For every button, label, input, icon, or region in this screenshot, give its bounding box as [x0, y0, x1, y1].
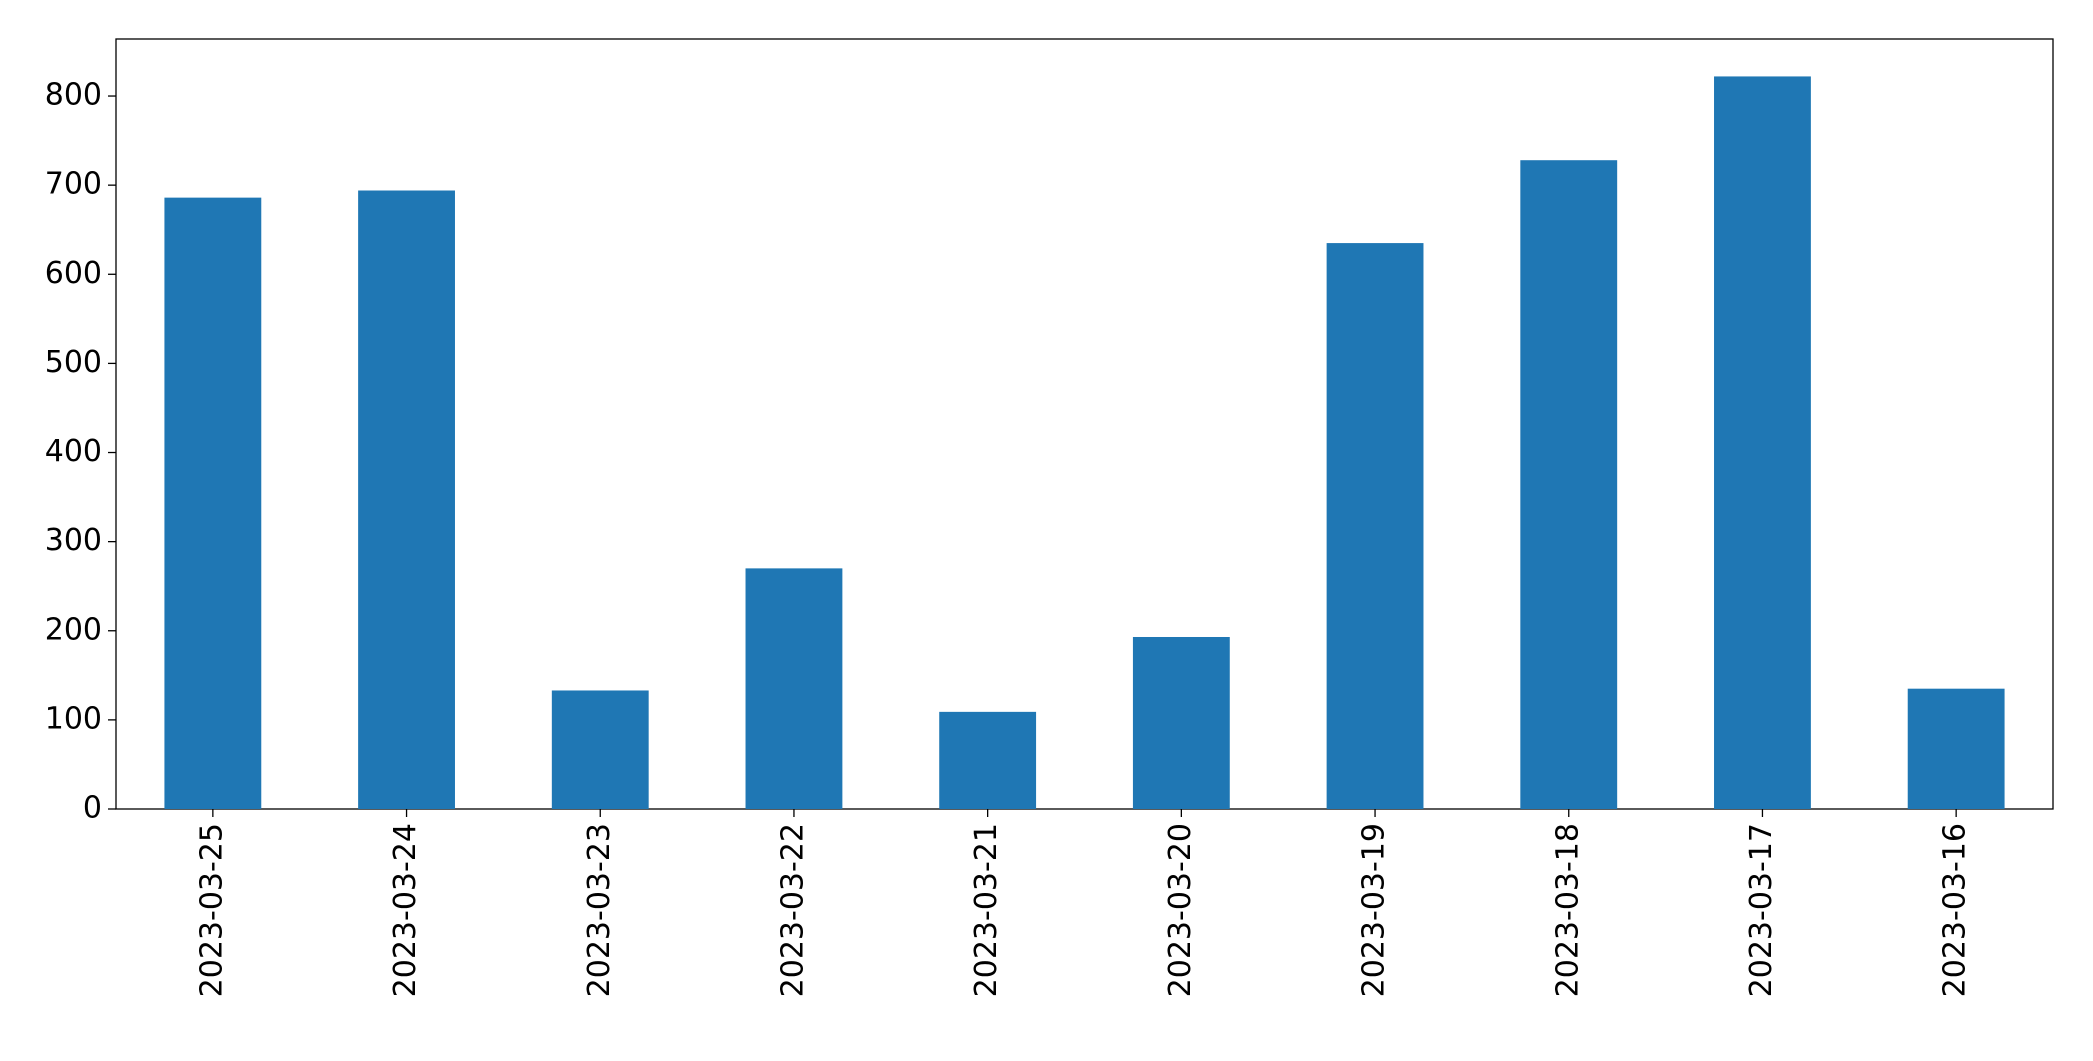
y-tick-label: 0 [83, 791, 102, 826]
x-tick-label: 2023-03-17 [1744, 823, 1779, 997]
y-tick-label: 700 [45, 167, 102, 202]
bar [939, 711, 1037, 809]
x-tick-label: 2023-03-23 [582, 823, 617, 997]
bar [164, 197, 262, 809]
y-tick-label: 100 [45, 701, 102, 736]
bar [1520, 160, 1618, 809]
x-tick-label: 2023-03-25 [194, 823, 229, 997]
bar [1907, 688, 2005, 809]
bar [551, 690, 649, 809]
y-tick-label: 800 [45, 78, 102, 113]
x-tick-label: 2023-03-18 [1550, 823, 1585, 997]
bar [1714, 76, 1811, 810]
bar [1132, 636, 1230, 809]
bar [1326, 243, 1424, 810]
bar [358, 190, 455, 809]
y-tick-label: 500 [45, 345, 102, 380]
bar [745, 568, 843, 809]
y-tick-label: 200 [45, 612, 102, 647]
x-tick-label: 2023-03-21 [969, 823, 1004, 997]
x-tick-label: 2023-03-20 [1163, 823, 1198, 997]
x-tick-label: 2023-03-19 [1357, 823, 1392, 997]
y-tick-label: 300 [45, 523, 102, 558]
plot-frame [115, 38, 2054, 810]
x-tick-label: 2023-03-24 [388, 823, 423, 997]
y-tick-label: 600 [45, 256, 102, 291]
x-tick-label: 2023-03-22 [775, 823, 810, 997]
y-tick-label: 400 [45, 434, 102, 469]
x-tick-label: 2023-03-16 [1938, 823, 1973, 997]
